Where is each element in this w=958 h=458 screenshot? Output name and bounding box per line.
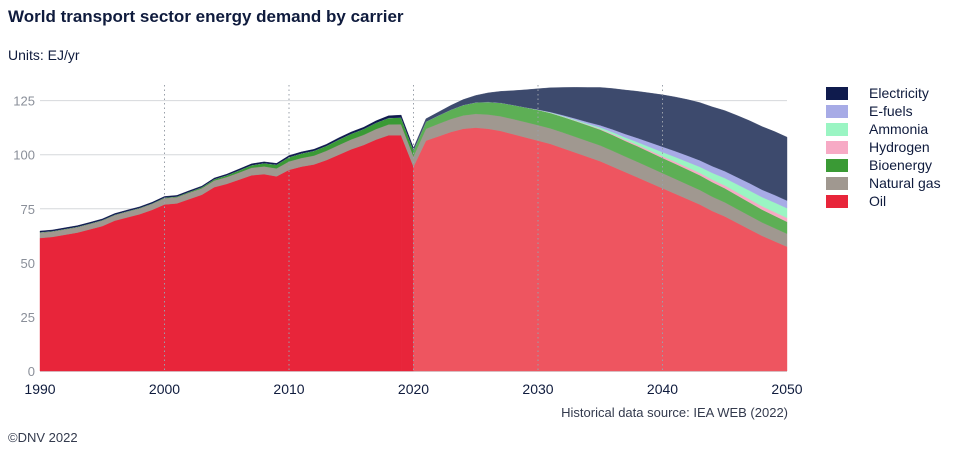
legend-swatch — [826, 140, 848, 154]
legend-label: Natural gas — [869, 175, 941, 191]
y-tick-label: 100 — [13, 148, 35, 163]
y-axis-ticks: 0 25 50 75 100 125 — [13, 94, 35, 379]
legend-swatch — [826, 104, 848, 118]
x-tick-label: 2050 — [771, 381, 802, 397]
x-tick-label: 1990 — [24, 381, 55, 397]
data-source-note: Historical data source: IEA WEB (2022) — [561, 405, 788, 420]
x-tick-label: 2020 — [398, 381, 429, 397]
x-tick-label: 2030 — [522, 381, 553, 397]
legend-swatch — [826, 158, 848, 172]
legend-swatch — [826, 194, 848, 208]
legend-swatch — [826, 122, 848, 136]
legend-swatch — [826, 86, 848, 100]
y-tick-label: 125 — [13, 94, 35, 109]
legend-label: Hydrogen — [869, 139, 930, 155]
legend-item-e-fuels: E-fuels — [826, 102, 941, 120]
legend-swatch — [826, 176, 848, 190]
legend-item-natural-gas: Natural gas — [826, 174, 941, 192]
y-tick-label: 0 — [28, 364, 35, 379]
legend-item-oil: Oil — [826, 192, 941, 210]
x-tick-label: 2000 — [149, 381, 180, 397]
chart-title: World transport sector energy demand by … — [8, 7, 404, 26]
area-oil-transition — [400, 135, 414, 372]
legend-label: Ammonia — [869, 121, 929, 137]
legend-label: E-fuels — [869, 103, 913, 119]
x-tick-label: 2010 — [273, 381, 304, 397]
units-label: Units: EJ/yr — [8, 47, 80, 63]
area-oil-historical — [39, 135, 402, 372]
y-tick-label: 50 — [21, 256, 35, 271]
x-tick-label: 2040 — [647, 381, 678, 397]
legend-label: Electricity — [869, 85, 929, 101]
area-electricity-forecast — [413, 87, 788, 201]
legend-label: Bioenergy — [869, 157, 933, 173]
x-axis-ticks: 1990 2000 2010 2020 2030 2040 2050 — [24, 381, 802, 397]
y-tick-label: 75 — [21, 202, 35, 217]
stacked-areas — [39, 87, 788, 372]
legend: Electricity E-fuels Ammonia Hydrogen Bioener… — [826, 84, 941, 210]
legend-item-bioenergy: Bioenergy — [826, 156, 941, 174]
y-tick-label: 25 — [21, 310, 35, 325]
legend-item-electricity: Electricity — [826, 84, 941, 102]
copyright-note: ©DNV 2022 — [8, 430, 78, 445]
legend-label: Oil — [869, 193, 887, 209]
legend-item-ammonia: Ammonia — [826, 120, 941, 138]
legend-item-hydrogen: Hydrogen — [826, 138, 941, 156]
